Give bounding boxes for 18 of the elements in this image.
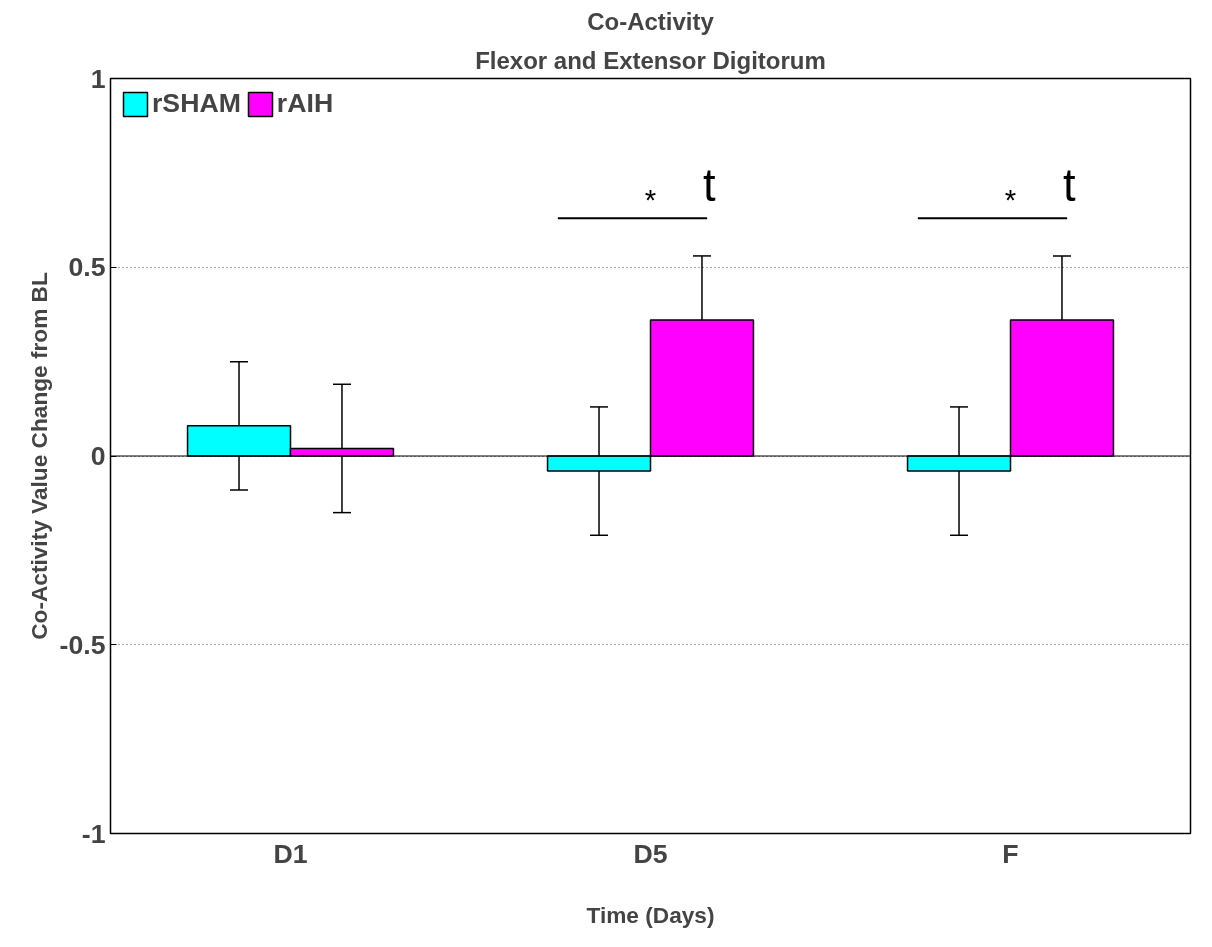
annotation: * xyxy=(1004,183,1017,217)
y-tick-label: -1 xyxy=(81,818,106,849)
y-tick-label: -0.5 xyxy=(59,629,106,660)
x-tick-label: F xyxy=(1002,838,1019,869)
x-tick-label: D1 xyxy=(273,838,308,869)
annotation: t xyxy=(702,159,716,211)
x-tick-label: D5 xyxy=(633,838,668,869)
chart-subtitle: Flexor and Extensor Digitorum xyxy=(475,46,826,74)
chart-title: Co-Activity xyxy=(587,7,715,35)
annotation: t xyxy=(1062,159,1076,211)
y-axis-title: Co-Activity Value Change from BL xyxy=(25,272,52,640)
y-tick-label: 0 xyxy=(90,441,106,471)
legend-label: rAIH xyxy=(276,88,334,119)
x-axis-title: Time (Days) xyxy=(586,901,715,928)
y-tick-label: 0.5 xyxy=(68,252,106,283)
legend-label: rSHAM xyxy=(152,88,241,119)
y-tick-label: 1 xyxy=(90,63,106,94)
annotation: * xyxy=(644,183,657,217)
